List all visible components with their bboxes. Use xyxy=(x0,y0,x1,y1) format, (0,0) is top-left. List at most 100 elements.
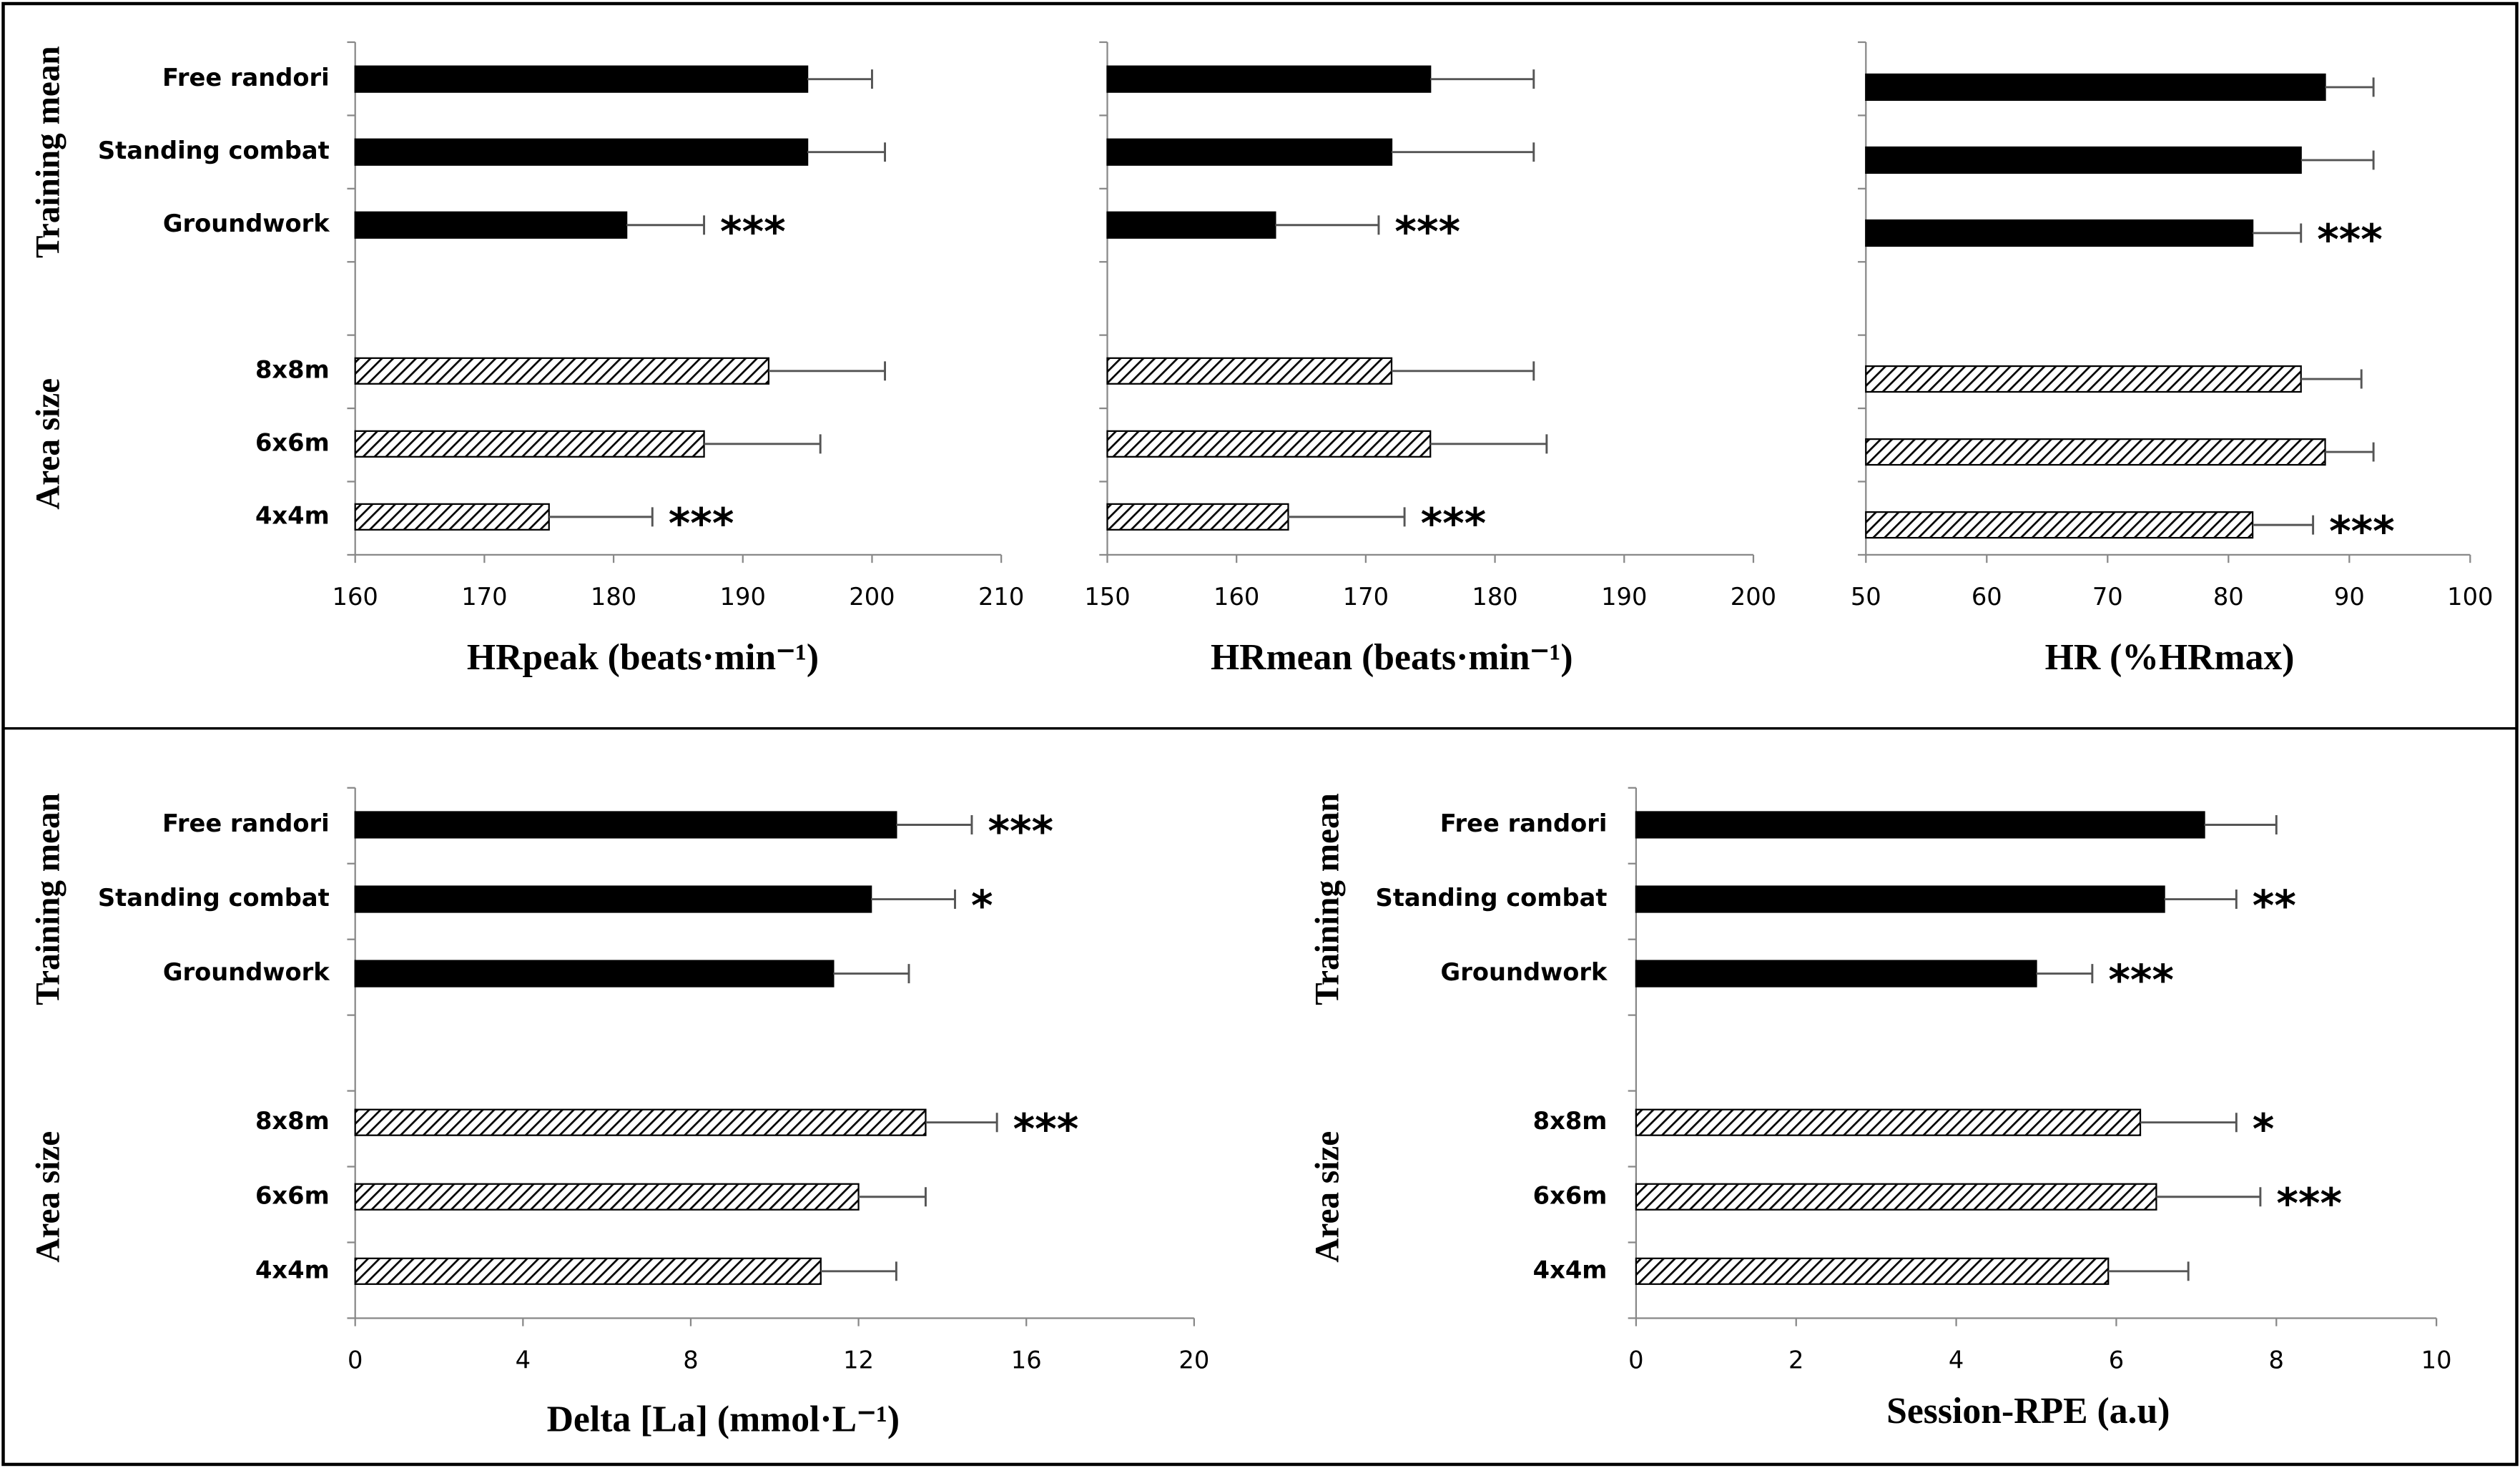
group-label: Training mean xyxy=(1309,793,1347,1005)
x-tick-label: 200 xyxy=(849,583,895,611)
x-tick-label: 4 xyxy=(516,1346,531,1374)
error-bar xyxy=(768,361,886,381)
error-bar xyxy=(704,434,822,454)
significance-marker: *** xyxy=(720,207,786,256)
category-label: Groundwork xyxy=(163,210,330,237)
bar xyxy=(1865,219,2254,247)
category-label: Free randori xyxy=(1440,809,1608,837)
significance-marker: *** xyxy=(1421,499,1487,548)
axis-title: Delta [La] (mmol·L⁻¹) xyxy=(547,1399,900,1439)
x-tick-label: 190 xyxy=(720,583,766,611)
category-label: Standing combat xyxy=(1376,884,1608,912)
bar xyxy=(1635,1108,2142,1136)
category-label: 4x4m xyxy=(255,1256,330,1284)
bar xyxy=(354,357,770,385)
error-bar xyxy=(807,142,886,162)
error-bar xyxy=(2156,1187,2262,1207)
significance-marker: * xyxy=(971,882,993,930)
significance-marker: *** xyxy=(2276,1179,2342,1228)
axis-title: HRpeak (beats·min⁻¹) xyxy=(467,637,819,678)
significance-marker: *** xyxy=(669,499,734,548)
x-tick-label: 0 xyxy=(348,1346,363,1374)
bar xyxy=(1865,365,2302,393)
bar xyxy=(1865,146,2302,174)
x-tick-label: 70 xyxy=(2092,583,2123,611)
bar xyxy=(354,1108,927,1136)
error-bar xyxy=(2108,1261,2190,1281)
error-bar xyxy=(2164,890,2238,910)
bar xyxy=(354,885,872,913)
bar xyxy=(1635,885,2165,913)
category-label: 8x8m xyxy=(255,1107,330,1135)
error-bar xyxy=(626,215,706,235)
significance-marker: *** xyxy=(2329,508,2395,556)
bar xyxy=(354,503,550,531)
group-label: Training mean xyxy=(30,793,67,1005)
x-tick-label: 90 xyxy=(2334,583,2365,611)
significance-marker: *** xyxy=(2108,956,2174,1005)
bar xyxy=(1106,430,1432,458)
bar xyxy=(1106,357,1393,385)
group-label: Area size xyxy=(1309,1131,1347,1263)
category-label: 8x8m xyxy=(1533,1107,1608,1135)
bar xyxy=(354,811,897,839)
bar xyxy=(1635,1183,2157,1211)
category-label: Standing combat xyxy=(98,884,330,912)
bar xyxy=(1635,811,2205,839)
bar xyxy=(354,65,809,93)
x-tick-label: 170 xyxy=(1343,583,1389,611)
bar xyxy=(1635,1257,2110,1285)
error-bar xyxy=(871,890,956,910)
bar xyxy=(1865,438,2326,466)
significance-marker: *** xyxy=(2317,216,2383,265)
bar xyxy=(1106,211,1276,239)
x-tick-label: 2 xyxy=(1788,1346,1803,1374)
significance-marker: * xyxy=(2253,1105,2275,1153)
axis-title: HR (%HRmax) xyxy=(2045,637,2295,678)
error-bar xyxy=(2140,1113,2238,1133)
x-tick-label: 4 xyxy=(1949,1346,1964,1374)
category-label: 8x8m xyxy=(255,355,330,383)
x-tick-label: 50 xyxy=(1851,583,1881,611)
bar xyxy=(1865,73,2326,102)
x-tick-label: 10 xyxy=(2421,1346,2452,1374)
error-bar xyxy=(2300,150,2375,170)
error-bar xyxy=(833,964,910,984)
x-tick-label: 180 xyxy=(591,583,636,611)
error-bar xyxy=(1275,215,1380,235)
x-tick-label: 180 xyxy=(1472,583,1517,611)
category-label: 6x6m xyxy=(1533,1181,1608,1209)
error-bar xyxy=(2204,814,2278,834)
bar xyxy=(354,211,628,239)
bar xyxy=(1106,65,1432,93)
x-tick-label: 6 xyxy=(2109,1346,2124,1374)
x-tick-label: 20 xyxy=(1178,1346,1209,1374)
significance-marker: *** xyxy=(988,807,1053,856)
axis-title: Session-RPE (a.u) xyxy=(1886,1391,2170,1432)
significance-marker: ** xyxy=(2253,882,2296,930)
error-bar xyxy=(1430,69,1535,89)
error-bar xyxy=(2325,77,2375,97)
x-tick-label: 8 xyxy=(2269,1346,2284,1374)
significance-marker: *** xyxy=(1013,1105,1079,1153)
error-bar xyxy=(2253,515,2315,535)
x-tick-label: 150 xyxy=(1084,583,1130,611)
bar xyxy=(1865,511,2254,539)
error-bar xyxy=(858,1187,927,1207)
error-bar xyxy=(820,1261,897,1281)
x-tick-label: 16 xyxy=(1011,1346,1042,1374)
category-label: Free randori xyxy=(162,809,330,837)
significance-marker: *** xyxy=(1394,207,1460,256)
x-tick-label: 8 xyxy=(683,1346,698,1374)
error-bar xyxy=(1392,142,1535,162)
x-tick-label: 160 xyxy=(333,583,378,611)
bar xyxy=(1106,138,1393,166)
x-tick-label: 0 xyxy=(1628,1346,1643,1374)
x-tick-label: 190 xyxy=(1601,583,1647,611)
category-label: Groundwork xyxy=(163,958,330,986)
category-label: 4x4m xyxy=(1533,1256,1608,1284)
x-tick-label: 210 xyxy=(978,583,1024,611)
error-bar xyxy=(896,814,973,834)
